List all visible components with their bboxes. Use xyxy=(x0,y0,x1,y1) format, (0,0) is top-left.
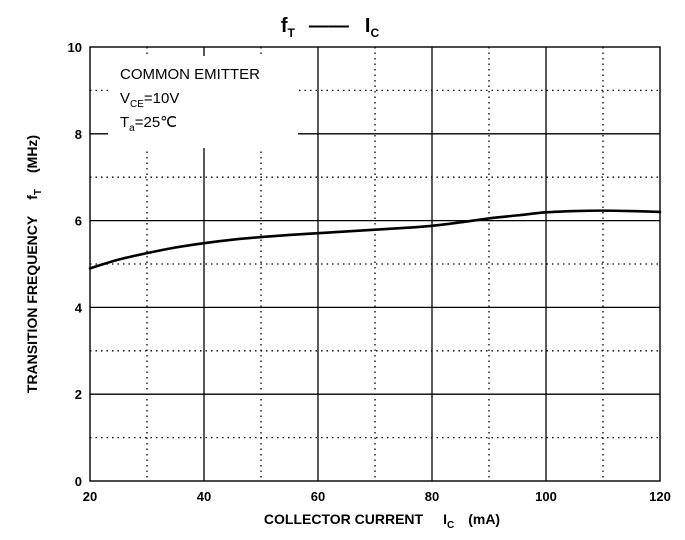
annotation-line-1: COMMON EMITTER xyxy=(120,66,260,83)
y-tick-labels: 0 2 4 6 8 10 xyxy=(68,40,83,489)
y-tick-label-6: 6 xyxy=(75,214,82,229)
y-tick-label-2: 2 xyxy=(75,387,82,402)
x-tick-label-40: 40 xyxy=(197,489,211,504)
series-line-0 xyxy=(88,209,662,270)
y-axis-label: TRANSITION FREQUENCY fT (MHz) xyxy=(24,135,44,393)
x-tick-labels: 20 40 60 80 100 120 xyxy=(83,489,671,504)
y-tick-label-0: 0 xyxy=(75,474,82,489)
chart-title: fT —— IC xyxy=(281,15,380,40)
x-axis-label-symbol-sub: C xyxy=(447,520,454,531)
annotation: COMMON EMITTER VCE=10V Ta=25℃ xyxy=(120,66,260,134)
annotation-line-3: Ta=25℃ xyxy=(120,114,177,134)
y-axis-label-unit: (MHz) xyxy=(24,135,40,173)
annotation-line-2: VCE=10V xyxy=(120,90,179,110)
y-axis-label-symbol-sub: T xyxy=(33,189,44,195)
y-tick-label-8: 8 xyxy=(75,127,82,142)
y-axis-label-text: TRANSITION FREQUENCY xyxy=(24,215,40,393)
x-axis-label-symbol: I xyxy=(443,511,447,527)
x-axis-label-text: COLLECTOR CURRENT xyxy=(264,511,424,527)
x-tick-label-80: 80 xyxy=(425,489,439,504)
annotation-line-3-sub: a xyxy=(129,123,135,134)
annotation-line-2-rest: =10V xyxy=(144,90,179,107)
plot-border xyxy=(89,46,661,482)
x-tick-label-100: 100 xyxy=(535,489,557,504)
x-axis-label-unit: (mA) xyxy=(468,511,500,527)
title-second-sub: C xyxy=(370,26,379,40)
title-main-sub: T xyxy=(288,26,296,40)
y-tick-label-4: 4 xyxy=(75,300,83,315)
x-axis-label: COLLECTOR CURRENT IC (mA) xyxy=(264,511,500,531)
title-second: I xyxy=(365,15,371,37)
annotation-line-2-main: V xyxy=(120,90,130,107)
annotation-line-3-rest: =25℃ xyxy=(135,114,177,131)
title-main: f xyxy=(281,15,288,37)
y-tick-label-10: 10 xyxy=(68,40,82,55)
x-tick-label-120: 120 xyxy=(649,489,671,504)
y-axis-label-symbol: f xyxy=(24,195,40,200)
x-tick-label-60: 60 xyxy=(311,489,325,504)
title-dash: —— xyxy=(309,15,349,37)
annotation-line-2-sub: CE xyxy=(130,99,144,110)
annotation-background xyxy=(108,56,298,148)
series-group xyxy=(88,209,662,270)
x-tick-label-20: 20 xyxy=(83,489,97,504)
annotation-line-3-main: T xyxy=(120,114,129,131)
